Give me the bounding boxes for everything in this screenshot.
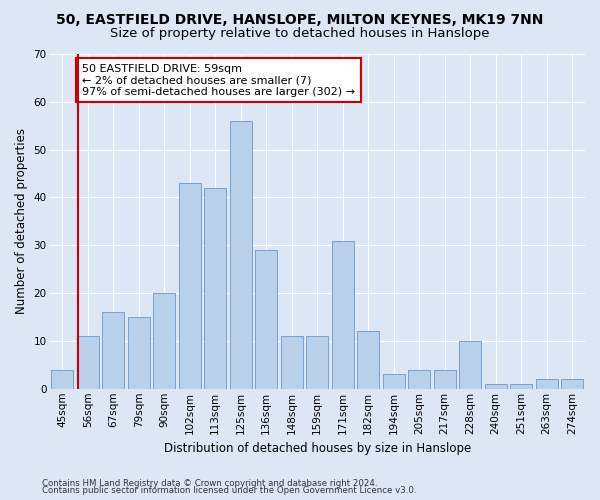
Bar: [205, 188, 226, 389]
Bar: [562, 379, 583, 389]
Bar: [230, 121, 251, 389]
Bar: [409, 370, 430, 389]
Bar: [332, 240, 353, 389]
Text: Contains HM Land Registry data © Crown copyright and database right 2024.: Contains HM Land Registry data © Crown c…: [42, 478, 377, 488]
Text: Contains public sector information licensed under the Open Government Licence v3: Contains public sector information licen…: [42, 486, 416, 495]
Bar: [154, 293, 175, 389]
Bar: [358, 332, 379, 389]
Bar: [536, 379, 557, 389]
Bar: [281, 336, 302, 389]
Bar: [383, 374, 404, 389]
Bar: [103, 312, 124, 389]
Bar: [52, 370, 73, 389]
Bar: [128, 317, 149, 389]
Text: 50, EASTFIELD DRIVE, HANSLOPE, MILTON KEYNES, MK19 7NN: 50, EASTFIELD DRIVE, HANSLOPE, MILTON KE…: [56, 12, 544, 26]
Y-axis label: Number of detached properties: Number of detached properties: [15, 128, 28, 314]
Bar: [485, 384, 506, 389]
Bar: [460, 341, 481, 389]
Text: 50 EASTFIELD DRIVE: 59sqm
← 2% of detached houses are smaller (7)
97% of semi-de: 50 EASTFIELD DRIVE: 59sqm ← 2% of detach…: [82, 64, 355, 97]
Bar: [434, 370, 455, 389]
Bar: [179, 183, 200, 389]
X-axis label: Distribution of detached houses by size in Hanslope: Distribution of detached houses by size …: [164, 442, 471, 455]
Text: Size of property relative to detached houses in Hanslope: Size of property relative to detached ho…: [110, 28, 490, 40]
Bar: [256, 250, 277, 389]
Bar: [511, 384, 532, 389]
Bar: [307, 336, 328, 389]
Bar: [77, 336, 98, 389]
